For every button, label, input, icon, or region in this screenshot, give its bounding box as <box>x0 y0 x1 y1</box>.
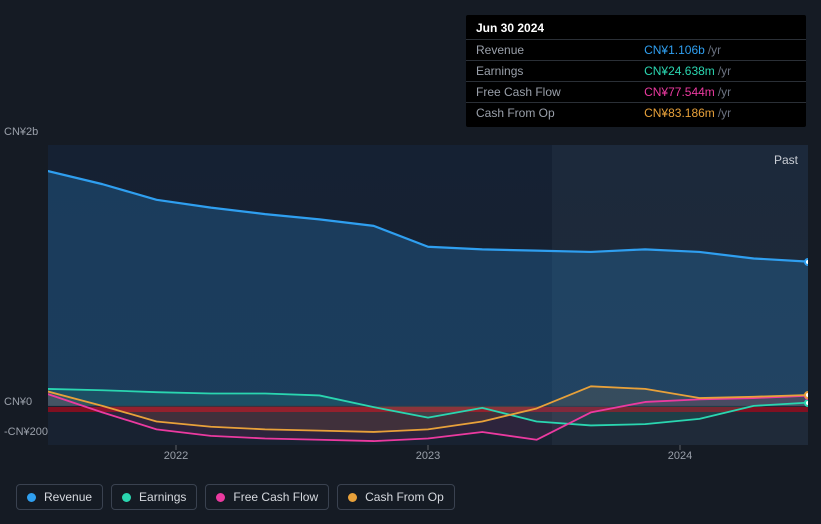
chart-legend: Revenue Earnings Free Cash Flow Cash From O… <box>16 484 455 510</box>
series-area <box>48 171 808 406</box>
legend-item-label: Revenue <box>44 490 92 504</box>
legend-item-label: Cash From Op <box>365 490 444 504</box>
tooltip-row-label: Free Cash Flow <box>466 82 634 103</box>
legend-item[interactable]: Revenue <box>16 484 103 510</box>
legend-item[interactable]: Cash From Op <box>337 484 455 510</box>
chart-plot-area[interactable]: Past <box>48 145 808 445</box>
series-end-marker <box>804 399 808 407</box>
tooltip-row: Cash From OpCN¥83.186m/yr <box>466 103 806 124</box>
tooltip-row: RevenueCN¥1.106b/yr <box>466 40 806 61</box>
x-axis-label: 2022 <box>164 450 188 462</box>
chart-tooltip: Jun 30 2024 RevenueCN¥1.106b/yrEarningsC… <box>466 15 806 127</box>
tooltip-row-value: CN¥77.544m/yr <box>634 82 806 103</box>
chart-past-label: Past <box>774 153 798 167</box>
legend-swatch-icon <box>27 493 36 502</box>
tooltip-date: Jun 30 2024 <box>466 21 806 39</box>
legend-item[interactable]: Free Cash Flow <box>205 484 329 510</box>
tooltip-row-value: CN¥24.638m/yr <box>634 61 806 82</box>
tooltip-row: EarningsCN¥24.638m/yr <box>466 61 806 82</box>
tooltip-row-label: Cash From Op <box>466 103 634 124</box>
tooltip-row-label: Earnings <box>466 61 634 82</box>
tooltip-row-label: Revenue <box>466 40 634 61</box>
y-axis-label: CN¥2b <box>4 126 74 138</box>
x-axis-label: 2023 <box>416 450 440 462</box>
chart-svg <box>48 145 808 445</box>
legend-item[interactable]: Earnings <box>111 484 197 510</box>
tooltip-row: Free Cash FlowCN¥77.544m/yr <box>466 82 806 103</box>
tooltip-row-value: CN¥83.186m/yr <box>634 103 806 124</box>
legend-item-label: Earnings <box>139 490 186 504</box>
series-end-marker <box>804 258 808 266</box>
legend-swatch-icon <box>348 493 357 502</box>
tooltip-table: RevenueCN¥1.106b/yrEarningsCN¥24.638m/yr… <box>466 39 806 123</box>
legend-item-label: Free Cash Flow <box>233 490 318 504</box>
x-axis-label: 2024 <box>668 450 692 462</box>
series-end-marker <box>804 391 808 399</box>
legend-swatch-icon <box>122 493 131 502</box>
tooltip-row-value: CN¥1.106b/yr <box>634 40 806 61</box>
legend-swatch-icon <box>216 493 225 502</box>
